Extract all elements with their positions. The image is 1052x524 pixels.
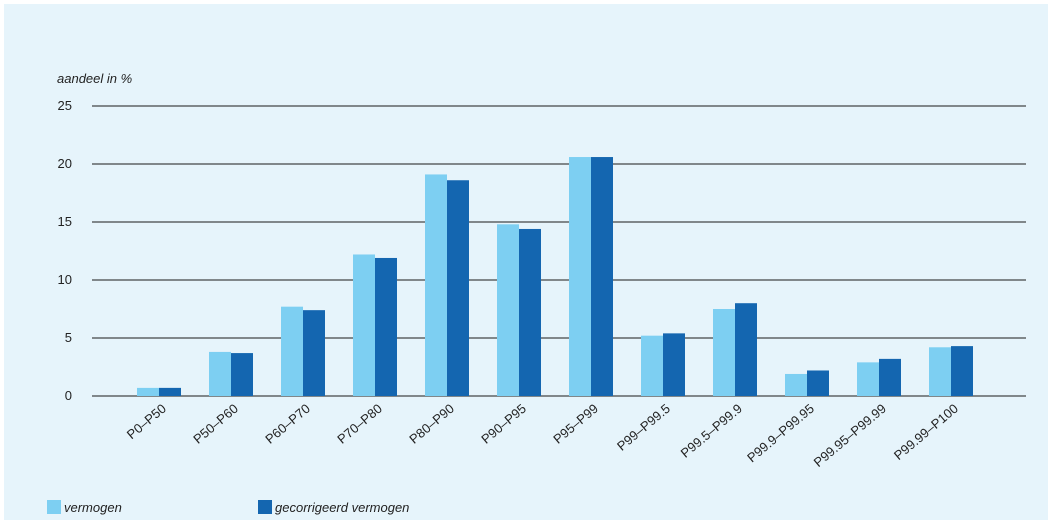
x-tick-label: P99–P99.5 <box>614 401 673 454</box>
legend: vermogen gecorrigeerd vermogen <box>47 500 409 515</box>
y-tick-label: 20 <box>58 156 72 171</box>
x-tick-label: P80–P90 <box>406 401 457 447</box>
bar-vermogen-11 <box>929 347 951 396</box>
bar-gecorrigeerd-vermogen-4 <box>447 180 469 396</box>
x-tick-labels: P0–P50 P50–P60 P60–P70 P70–P80 P80–P90 P90–P9… <box>124 401 961 470</box>
x-tick-label: P90–P95 <box>478 401 529 447</box>
legend-swatch-vermogen <box>47 500 61 514</box>
y-axis-label: aandeel in % <box>57 71 132 86</box>
y-tick-label: 5 <box>65 330 72 345</box>
bar-gecorrigeerd-vermogen-2 <box>303 310 325 396</box>
bar-vermogen-5 <box>497 224 519 396</box>
bar-gecorrigeerd-vermogen-11 <box>951 346 973 396</box>
x-tick-label: P70–P80 <box>334 401 385 447</box>
bar-vermogen-3 <box>353 254 375 396</box>
bar-gecorrigeerd-vermogen-6 <box>591 157 613 396</box>
y-tick-label: 10 <box>58 272 72 287</box>
bar-vermogen-9 <box>785 373 807 396</box>
legend-swatch-gecorrigeerd-vermogen <box>258 500 272 514</box>
x-tick-label: P99.99–P100 <box>891 401 961 463</box>
y-tick-label: 0 <box>65 388 72 403</box>
x-tick-label: P0–P50 <box>124 401 169 442</box>
bar-gecorrigeerd-vermogen-10 <box>879 358 901 396</box>
x-tick-label: P99.9–P99.95 <box>744 401 817 465</box>
x-tick-label: P50–P60 <box>190 401 241 447</box>
x-tick-label: P60–P70 <box>262 401 313 447</box>
x-tick-label: P99.95–P99.99 <box>811 401 889 470</box>
bar-vermogen-8 <box>713 309 735 396</box>
bar-gecorrigeerd-vermogen-0 <box>159 387 181 396</box>
bar-vermogen-6 <box>569 157 591 396</box>
x-tick-label: P99.5–P99.9 <box>678 401 745 461</box>
gridlines <box>92 105 1026 397</box>
bar-vermogen-7 <box>641 335 663 396</box>
legend-label-vermogen: vermogen <box>64 500 122 515</box>
bar-chart: aandeel in % 0 5 10 15 20 25 P0–P50 P50–P60 P60… <box>47 71 1026 515</box>
bar-gecorrigeerd-vermogen-3 <box>375 257 397 396</box>
y-tick-labels: 0 5 10 15 20 25 <box>58 98 72 403</box>
legend-label-gecorrigeerd-vermogen: gecorrigeerd vermogen <box>275 500 409 515</box>
bar-vermogen-4 <box>425 174 447 396</box>
y-tick-label: 25 <box>58 98 72 113</box>
bar-gecorrigeerd-vermogen-8 <box>735 303 757 396</box>
bars <box>137 157 973 396</box>
bar-gecorrigeerd-vermogen-9 <box>807 370 829 396</box>
bar-vermogen-1 <box>209 351 231 396</box>
chart-panel: aandeel in % 0 5 10 15 20 25 P0–P50 P50–P60 P60… <box>4 4 1048 520</box>
bar-gecorrigeerd-vermogen-7 <box>663 333 685 396</box>
bar-vermogen-0 <box>137 387 159 396</box>
bar-vermogen-10 <box>857 362 879 396</box>
bar-vermogen-2 <box>281 306 303 396</box>
bar-gecorrigeerd-vermogen-5 <box>519 228 541 396</box>
bar-gecorrigeerd-vermogen-1 <box>231 353 253 396</box>
y-tick-label: 15 <box>58 214 72 229</box>
x-tick-label: P95–P99 <box>550 401 601 447</box>
